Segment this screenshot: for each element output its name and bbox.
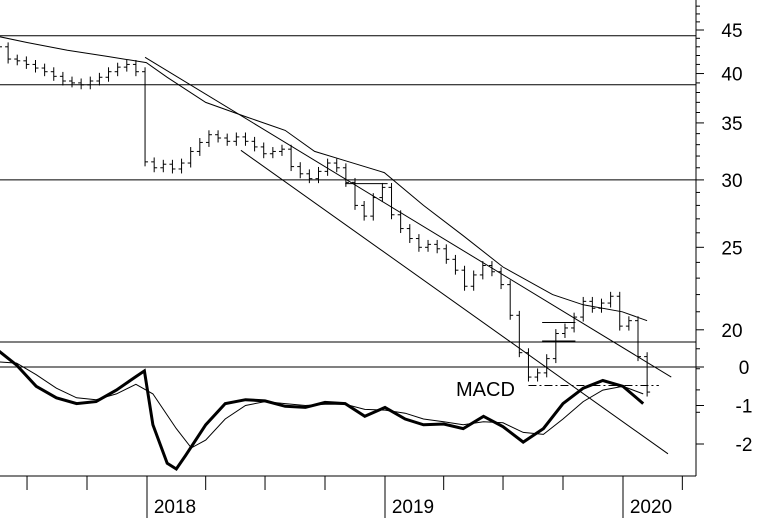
- price-bar: [534, 368, 541, 382]
- y-tick-label: 35: [721, 114, 742, 135]
- price-bar: [160, 159, 167, 173]
- macd-line: [0, 350, 645, 472]
- macd-signal-line: [0, 361, 644, 449]
- trendline: [240, 149, 669, 455]
- price-bar: [224, 133, 231, 146]
- trendlines: [144, 56, 672, 455]
- price-bar: [242, 132, 249, 146]
- price-bar: [23, 56, 30, 69]
- price-bar: [461, 265, 468, 291]
- price-bar: [571, 312, 578, 333]
- price-bar: [415, 234, 422, 252]
- price-bar: [5, 42, 12, 64]
- price-bars: [0, 42, 651, 397]
- price-bar: [50, 67, 57, 81]
- price-bar: [616, 291, 623, 331]
- price-bar: [315, 166, 322, 184]
- price-bar: [151, 157, 158, 173]
- price-bar: [634, 316, 641, 362]
- y-tick-label: 30: [721, 171, 742, 192]
- price-bar: [333, 158, 340, 173]
- price-bar: [205, 130, 212, 147]
- x-tick-label: 2020: [630, 497, 672, 518]
- y-tick-label: 40: [721, 65, 742, 86]
- moving-average-line: [0, 36, 648, 322]
- price-bar: [342, 163, 349, 187]
- price-bar: [406, 224, 413, 243]
- price-bar: [87, 76, 94, 90]
- y-tick-label: 0: [739, 358, 750, 379]
- price-bar: [288, 144, 295, 172]
- price-bar: [96, 72, 103, 86]
- y-tick-label: 45: [721, 21, 742, 42]
- price-bar: [644, 352, 651, 397]
- price-bar: [598, 298, 605, 313]
- price-bar: [625, 316, 632, 331]
- price-bar: [452, 254, 459, 275]
- price-bar: [169, 159, 176, 174]
- price-bar: [434, 239, 441, 254]
- price-bar: [361, 200, 368, 221]
- price-bar: [142, 67, 149, 167]
- price-bar: [132, 60, 139, 77]
- y-tick-label: 25: [721, 238, 742, 259]
- y-tick-label: 20: [721, 321, 742, 342]
- price-bar: [488, 261, 495, 277]
- price-bar: [324, 158, 331, 176]
- price-bar: [14, 54, 21, 66]
- price-bar: [425, 239, 432, 252]
- price-bar: [580, 296, 587, 322]
- price-bar: [397, 210, 404, 234]
- price-bar: [215, 130, 222, 143]
- price-bar: [114, 62, 121, 77]
- price-bar: [443, 244, 450, 264]
- price-bar: [41, 63, 48, 77]
- price-bar: [516, 310, 523, 358]
- trendline: [144, 56, 672, 378]
- price-bar: [388, 182, 395, 220]
- price-bar: [187, 147, 194, 168]
- macd-panel: MACD: [0, 350, 696, 472]
- price-bar: [196, 138, 203, 156]
- price-bar: [278, 144, 285, 156]
- price-bar: [32, 60, 39, 73]
- price-bar: [297, 162, 304, 179]
- y-tick-label: -2: [736, 435, 753, 456]
- price-bar: [105, 67, 112, 82]
- price-bar: [352, 177, 359, 210]
- price-bar: [607, 291, 614, 308]
- price-bar: [269, 147, 276, 159]
- price-bar: [479, 261, 486, 280]
- price-panel: [0, 35, 696, 455]
- horizontal-lines: [0, 35, 696, 181]
- price-bar: [233, 132, 240, 146]
- y-axis: 45 40 35 30 25 20 0 -1 -2: [696, 5, 753, 456]
- price-bar: [123, 60, 130, 72]
- price-bar: [178, 158, 185, 174]
- price-bar: [69, 76, 76, 88]
- price-bar: [78, 78, 85, 90]
- price-bar: [498, 267, 505, 290]
- y-tick-label: -1: [736, 397, 753, 418]
- price-bar: [59, 71, 66, 86]
- price-bar: [552, 329, 559, 364]
- price-bar: [589, 296, 596, 313]
- price-bar: [525, 348, 532, 382]
- price-bar: [543, 354, 550, 378]
- price-bar: [251, 136, 258, 152]
- x-axis: 2018 2019 2020: [26, 476, 683, 518]
- x-tick-label: 2018: [154, 497, 196, 518]
- price-bar: [260, 142, 267, 159]
- price-bar: [470, 270, 477, 291]
- price-bar: [507, 280, 514, 320]
- price-bar: [306, 169, 313, 184]
- price-bar: [0, 46, 2, 48]
- price-bar: [561, 323, 568, 338]
- price-bar: [370, 193, 377, 221]
- x-tick-label: 2019: [392, 497, 434, 518]
- macd-title: MACD: [456, 379, 515, 401]
- price-bar: [379, 182, 386, 203]
